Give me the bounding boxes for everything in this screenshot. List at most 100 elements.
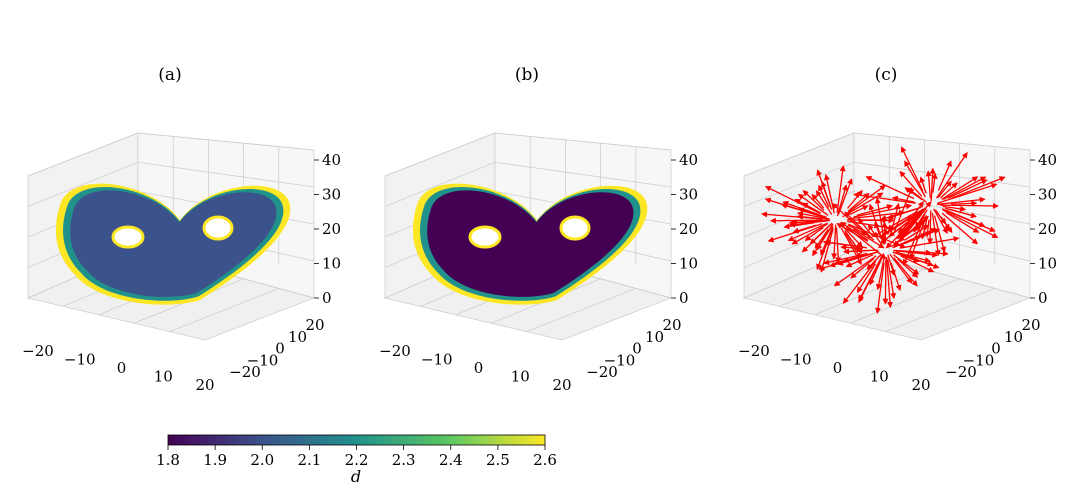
vector-arrow bbox=[849, 205, 869, 215]
grid-line bbox=[814, 268, 925, 316]
vector-arrow bbox=[788, 219, 831, 226]
z-tick-label: 30 bbox=[679, 186, 698, 204]
attractor-hole-right bbox=[202, 215, 234, 241]
colorbar-tick-label: 2.1 bbox=[297, 451, 321, 469]
x-tick-label: −10 bbox=[421, 351, 453, 369]
y-tick-label: −10 bbox=[247, 351, 279, 369]
z-tick-label: 0 bbox=[1038, 289, 1048, 307]
vector-arrow bbox=[831, 224, 838, 260]
grid-line bbox=[27, 132, 139, 177]
vector-arrow bbox=[791, 223, 828, 245]
vector-arrow bbox=[931, 172, 938, 193]
z-tick-label: 10 bbox=[679, 255, 698, 273]
vector-arrow bbox=[942, 205, 967, 212]
x-tick-label: 0 bbox=[117, 359, 127, 377]
y-tick-label: 20 bbox=[305, 316, 324, 334]
y-tick-label: 0 bbox=[275, 340, 285, 358]
vector-arrow bbox=[899, 170, 923, 197]
x-tick-label: 0 bbox=[474, 359, 484, 377]
vector-arrow bbox=[815, 190, 833, 215]
z-tick-label: 10 bbox=[322, 255, 341, 273]
vector-arrow bbox=[769, 217, 823, 224]
x-tick-label: 10 bbox=[870, 368, 889, 386]
colorbar-label: d bbox=[351, 467, 361, 486]
z-tick-label: 10 bbox=[1038, 255, 1057, 273]
vector-arrow bbox=[847, 189, 863, 209]
vector-arrow bbox=[836, 165, 846, 213]
x-tick-label: −10 bbox=[780, 351, 812, 369]
vector-arrow bbox=[927, 210, 934, 245]
vector-arrow bbox=[818, 184, 830, 208]
colorbar-tick-label: 2.0 bbox=[250, 451, 274, 469]
vector-arrow bbox=[903, 228, 941, 245]
colorbar-tick-label: 2.6 bbox=[533, 451, 557, 469]
y-tick-label: −20 bbox=[229, 363, 261, 381]
colorbar-ticks: 1.8 1.9 2.0 2.1 2.2 2.3 2.4 2.5 2.6 bbox=[156, 445, 557, 469]
x-tick-label: 10 bbox=[511, 368, 530, 386]
vector-arrow bbox=[939, 202, 999, 209]
vector-arrow bbox=[840, 221, 869, 241]
vector-arrow bbox=[801, 202, 822, 214]
vector-arrow bbox=[943, 176, 987, 201]
vector-arrow bbox=[797, 193, 829, 216]
vector-arrow bbox=[844, 211, 875, 241]
y-tick-label: 0 bbox=[632, 340, 642, 358]
y-tick-label: 20 bbox=[1021, 316, 1040, 334]
vector-arrow bbox=[792, 224, 817, 234]
vector-arrow bbox=[940, 182, 958, 199]
vector-arrow bbox=[879, 208, 926, 244]
vector-arrow bbox=[945, 212, 980, 233]
y-tick-label: −20 bbox=[945, 363, 977, 381]
y-tick-label: 0 bbox=[991, 340, 1001, 358]
y-tick-label: 10 bbox=[288, 328, 307, 346]
x-tick-label: −20 bbox=[738, 342, 770, 360]
vector-arrow bbox=[850, 257, 875, 279]
x-tick-label: 20 bbox=[911, 376, 930, 394]
panel-title: (b) bbox=[515, 65, 539, 85]
vector-arrow bbox=[856, 204, 893, 216]
grid-line bbox=[850, 278, 960, 324]
vector-arrow bbox=[809, 223, 831, 245]
grid-line bbox=[494, 132, 672, 151]
z-tick-label: 0 bbox=[679, 289, 689, 307]
vector-arrow bbox=[802, 189, 825, 211]
vector-arrow bbox=[835, 227, 842, 264]
vector-arrow bbox=[902, 219, 924, 266]
grid-line bbox=[885, 288, 995, 332]
vector-arrow bbox=[840, 224, 863, 248]
vector-arrow bbox=[919, 176, 927, 194]
vector-arrow bbox=[937, 160, 952, 191]
vector-arrow bbox=[893, 257, 918, 287]
vector-arrow bbox=[941, 212, 979, 245]
vector-arrow bbox=[869, 254, 885, 286]
vector-arrow bbox=[904, 224, 929, 241]
x-tick-label: 20 bbox=[552, 376, 571, 394]
vector-arrow bbox=[848, 210, 906, 220]
vector-arrow bbox=[836, 184, 848, 217]
vector-arrow bbox=[857, 217, 874, 238]
colorbar-tick-label: 2.2 bbox=[345, 451, 369, 469]
z-tick-label: 30 bbox=[1038, 186, 1057, 204]
vector-arrow bbox=[856, 247, 879, 254]
grid-line bbox=[853, 161, 1031, 188]
vector-arrow bbox=[885, 256, 893, 309]
vector-arrow bbox=[811, 193, 825, 209]
vector-arrow bbox=[847, 220, 895, 231]
vector-arrow bbox=[796, 213, 829, 221]
vector-arrow bbox=[853, 228, 885, 249]
vector-arrow bbox=[887, 259, 897, 300]
vector-arrow bbox=[853, 203, 913, 218]
colorbar-tick-label: 1.9 bbox=[203, 451, 227, 469]
vector-arrow bbox=[847, 224, 868, 236]
vector-arrow bbox=[889, 253, 913, 284]
vector-arrow bbox=[765, 186, 821, 214]
y-tick-label: −10 bbox=[604, 351, 636, 369]
vector-arrow bbox=[858, 256, 883, 303]
vector-arrow bbox=[941, 176, 979, 200]
x-tick-label: −10 bbox=[64, 351, 96, 369]
grid-line bbox=[494, 161, 672, 188]
colorbar: 1.8 1.9 2.0 2.1 2.2 2.3 2.4 2.5 2.6 d bbox=[156, 434, 557, 486]
vector-arrow bbox=[948, 179, 988, 199]
